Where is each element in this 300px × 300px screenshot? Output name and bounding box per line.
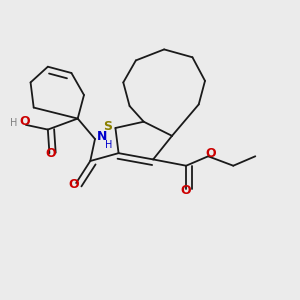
Text: O: O — [206, 147, 216, 160]
Text: O: O — [19, 115, 30, 128]
Text: H: H — [10, 118, 17, 128]
Text: H: H — [105, 140, 113, 150]
Text: O: O — [68, 178, 79, 191]
Text: N: N — [97, 130, 107, 143]
Text: O: O — [46, 147, 56, 160]
Text: S: S — [103, 120, 112, 133]
Text: O: O — [181, 184, 191, 197]
